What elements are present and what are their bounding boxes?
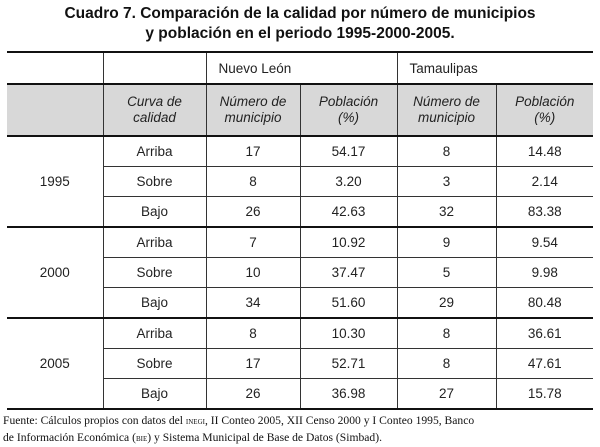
nl-pob-cell: 10.92 (300, 226, 398, 258)
ta-pob-cell: 80.48 (527, 295, 562, 310)
nl-pob-cell: 36.98 (300, 378, 398, 409)
col-header-nl-pob: Población (%) (300, 83, 398, 136)
curva-cell: Arriba (103, 226, 207, 258)
ta-num-cell: 29 (397, 287, 497, 318)
title-line-1: Cuadro 7. Comparación de la calidad por … (64, 5, 536, 22)
nl-num-cell: 17 (206, 348, 301, 379)
col-header-nl-num: Número de municipio (206, 83, 301, 136)
group-header-nuevo-leon: Nuevo León (206, 51, 397, 84)
nl-num-cell: 34 (206, 287, 301, 318)
col-header-ta-num-line2: municipio (417, 110, 476, 125)
curva-cell: Sobre (103, 348, 207, 379)
ta-pob-cell: 2.14 (496, 166, 593, 197)
curva-cell: Sobre (103, 257, 207, 288)
ta-num-cell: 5 (397, 257, 497, 288)
table-title: Cuadro 7. Comparación de la calidad por … (0, 4, 600, 44)
ta-num-cell: 9 (397, 226, 497, 258)
col-header-nl-pob-line2: (%) (338, 110, 359, 125)
ta-num-cell: 3 (397, 166, 497, 197)
ta-num-cell: 8 (397, 317, 497, 349)
ta-pob-cell: 36.61 (496, 317, 593, 349)
nl-num-cell: 8 (206, 166, 301, 197)
header-empty-curva (103, 51, 207, 84)
nl-num-cell: 26 (206, 196, 301, 227)
group-header-tamaulipas: Tamaulipas (396, 51, 593, 84)
nl-pob-cell: 3.20 (300, 166, 398, 197)
curva-cell: Bajo (103, 287, 207, 318)
nl-pob-cell: 42.63 (300, 196, 398, 227)
nl-pob-cell: 52.71 (300, 348, 398, 379)
source-text-3: de Información Económica ( (3, 431, 136, 444)
col-header-nl-pob-line1: Población (318, 94, 379, 109)
ta-pob-cell: 47.61 (496, 348, 593, 379)
nl-pob-cell: 51.60 (300, 287, 398, 318)
nl-pob-cell: 10.30 (300, 317, 398, 349)
source-text-4: ) y Sistema Municipal de Base de Datos (… (147, 431, 382, 444)
comparison-table: Nuevo León Tamaulipas Curva de calidad N… (7, 51, 593, 410)
col-header-curva-line2: calidad (133, 110, 176, 125)
ta-num-cell: 8 (397, 348, 497, 379)
nl-num-cell: 26 (206, 378, 301, 409)
year-cell: 2000 (7, 226, 104, 318)
curva-cell: Bajo (103, 378, 207, 409)
source-bie: bie (135, 433, 148, 444)
col-header-nl-num-line1: Número de (219, 94, 287, 109)
col-header-ta-num-line1: Número de (413, 94, 480, 109)
source-text-1: Fuente: Cálculos propios con datos del (3, 414, 186, 427)
col-header-ta-pob-line2: (%) (534, 110, 556, 125)
ta-pob-cell: 15.78 (527, 386, 562, 401)
ta-pob-cell: 9.54 (496, 226, 593, 258)
year-cell: 2005 (7, 317, 104, 410)
ta-pob-cell: 14.48 (496, 135, 593, 167)
curva-cell: Arriba (103, 135, 207, 167)
source-inegi: inegi (185, 416, 205, 427)
ta-pob-cell: 83.38 (527, 204, 562, 219)
nl-num-cell: 8 (206, 317, 301, 349)
nl-num-cell: 7 (206, 226, 301, 258)
curva-cell: Sobre (103, 166, 207, 197)
curva-cell: Arriba (103, 317, 207, 349)
header-empty-year (7, 51, 104, 84)
ta-num-cell: 27 (397, 378, 497, 409)
col-header-ta-num: Número de municipio (397, 83, 497, 136)
col-header-nl-num-line2: municipio (224, 110, 282, 125)
col-header-ta-pob: Población (%) (496, 83, 593, 136)
nl-pob-cell: 54.17 (300, 135, 398, 167)
source-text-2: , II Conteo 2005, XII Censo 2000 y I Con… (204, 414, 475, 427)
nl-num-cell: 17 (206, 135, 301, 167)
nl-pob-cell: 37.47 (300, 257, 398, 288)
col-header-ta-pob-line1: Población (515, 94, 575, 109)
ta-num-cell: 32 (397, 196, 497, 227)
ta-pob-cell: 9.98 (496, 257, 593, 288)
col-header-curva-line1: Curva de (127, 94, 182, 109)
year-cell: 1995 (7, 135, 104, 227)
curva-cell: Bajo (103, 196, 207, 227)
source-note: Fuente: Cálculos propios con datos del i… (3, 413, 597, 447)
header-empty-year-2 (7, 83, 104, 136)
col-header-curva: Curva de calidad (103, 83, 207, 136)
ta-num-cell: 8 (397, 135, 497, 167)
nl-num-cell: 10 (206, 257, 301, 288)
title-line-2: y población en el periodo 1995-2000-2005… (145, 25, 455, 42)
